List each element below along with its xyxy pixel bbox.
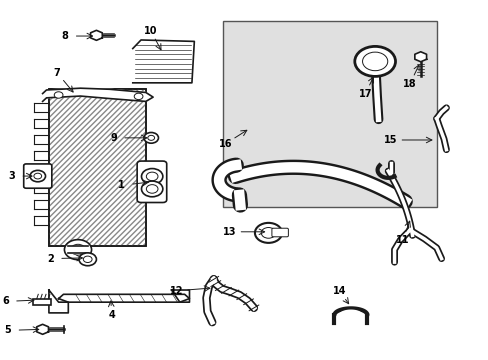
Text: 6: 6 [2, 296, 9, 306]
Text: 3: 3 [8, 171, 15, 181]
Text: 14: 14 [332, 287, 346, 296]
Circle shape [354, 46, 395, 76]
Circle shape [134, 93, 142, 100]
Circle shape [64, 240, 91, 260]
Text: 9: 9 [110, 133, 117, 143]
Text: 10: 10 [143, 26, 157, 36]
FancyBboxPatch shape [137, 161, 166, 203]
Text: 17: 17 [358, 89, 371, 99]
Polygon shape [68, 246, 87, 253]
Circle shape [54, 92, 63, 98]
Circle shape [143, 132, 158, 143]
Circle shape [34, 173, 41, 179]
Circle shape [254, 223, 282, 243]
Circle shape [146, 185, 158, 193]
Circle shape [83, 256, 92, 262]
Text: 2: 2 [47, 253, 54, 264]
Text: 15: 15 [383, 135, 397, 145]
Text: 12: 12 [169, 286, 183, 296]
Circle shape [141, 181, 163, 197]
FancyBboxPatch shape [223, 21, 436, 207]
Text: 4: 4 [108, 310, 115, 320]
Text: 8: 8 [61, 31, 68, 41]
Bar [49, 89, 145, 246]
Bar [49, 89, 145, 246]
Polygon shape [49, 290, 68, 313]
Bar [33, 298, 51, 305]
Text: 11: 11 [395, 235, 408, 245]
Text: 5: 5 [4, 325, 11, 336]
Circle shape [71, 244, 85, 255]
Circle shape [146, 172, 158, 181]
Circle shape [79, 253, 96, 266]
Polygon shape [171, 290, 189, 302]
Circle shape [147, 135, 154, 140]
Circle shape [362, 52, 387, 71]
Text: 18: 18 [403, 78, 416, 89]
Text: 13: 13 [223, 227, 236, 237]
Text: 7: 7 [54, 68, 61, 78]
Circle shape [30, 170, 45, 182]
Polygon shape [37, 324, 48, 334]
Polygon shape [133, 40, 194, 83]
Polygon shape [59, 294, 189, 302]
FancyBboxPatch shape [271, 228, 288, 237]
Circle shape [141, 168, 163, 184]
Circle shape [261, 228, 275, 238]
Text: 16: 16 [219, 139, 232, 149]
Text: 1: 1 [118, 180, 125, 190]
Bar [49, 89, 145, 246]
Polygon shape [90, 30, 102, 40]
FancyBboxPatch shape [23, 164, 52, 188]
Polygon shape [42, 88, 153, 102]
Polygon shape [414, 52, 426, 62]
